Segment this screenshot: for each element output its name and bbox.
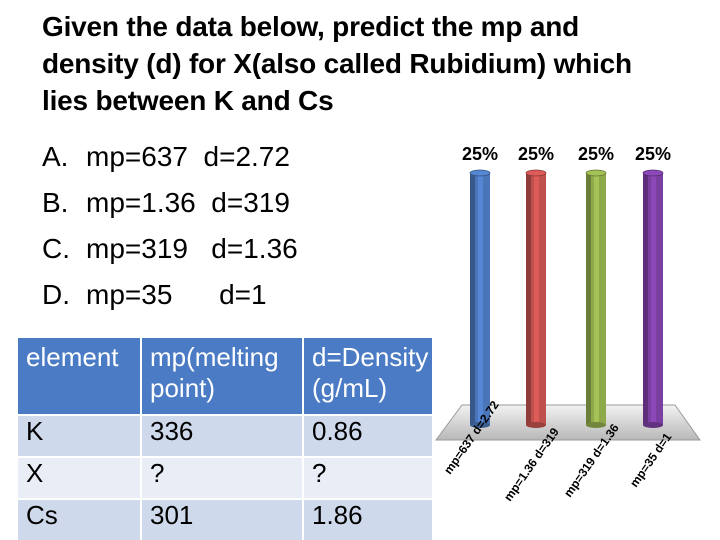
header-density: d=Density (g/mL) [302, 338, 432, 415]
option-letter: C. [42, 233, 70, 264]
data-table: element mp(melting point) d=Density (g/m… [18, 338, 432, 540]
bar-base [470, 422, 490, 428]
option-text: mp=319 d=1.36 [86, 233, 298, 264]
option-text: mp=637 d=2.72 [86, 141, 290, 172]
table-row: X ? ? [18, 456, 432, 499]
bar-top [525, 169, 547, 177]
table-cell: X [18, 456, 141, 499]
table-cell: K [18, 414, 141, 457]
bar-value-label: 25% [578, 144, 614, 164]
bar-highlight [478, 173, 483, 425]
bar-shadow [470, 173, 475, 425]
bar-highlight [651, 173, 656, 425]
bar-top [469, 169, 491, 177]
bar-top [642, 169, 664, 177]
table-cell: ? [302, 456, 432, 499]
response-bar-chart: 25% 25% 25% 25%mp=637 d=2.72 mp=1.36 d=319 mp… [435, 144, 701, 504]
bar-shadow [586, 173, 591, 425]
table-row: K 336 0.86 [18, 414, 432, 457]
option-letter: B. [42, 187, 69, 218]
option-letter: A. [42, 141, 69, 172]
table-cell: 0.86 [302, 414, 432, 457]
option-text: mp=35 d=1 [86, 279, 267, 310]
option-d[interactable]: D. mp=35 d=1 [42, 272, 298, 318]
header-element: element [18, 338, 141, 415]
bar-shadow [526, 173, 531, 425]
table-cell: 301 [140, 498, 303, 540]
table-cell: 1.86 [302, 498, 432, 540]
chart-layer: 25% 25% 25% 25%mp=637 d=2.72 mp=1.36 d=319 mp… [435, 144, 701, 504]
answer-options: A. mp=637 d=2.72 B. mp=1.36 d=319 C. mp=… [42, 134, 298, 318]
option-c[interactable]: C. mp=319 d=1.36 [42, 226, 298, 272]
bar-base [526, 422, 546, 428]
bar-value-label: 25% [635, 144, 671, 164]
question-line-3: lies between K and Cs [42, 85, 334, 116]
option-b[interactable]: B. mp=1.36 d=319 [42, 180, 298, 226]
bar-highlight [594, 173, 599, 425]
bar-shadow [643, 173, 648, 425]
bar-highlight [534, 173, 539, 425]
table-cell: 336 [140, 414, 303, 457]
table-cell: Cs [18, 498, 141, 540]
bar-base [586, 422, 606, 428]
table-cell: ? [140, 456, 303, 499]
table-header-row: element mp(melting point) d=Density (g/m… [18, 338, 432, 415]
bar-value-label: 25% [518, 144, 554, 164]
option-letter: D. [42, 279, 70, 310]
table-row: Cs 301 1.86 [18, 498, 432, 540]
bar-base [643, 422, 663, 428]
bar-value-label: 25% [462, 144, 498, 164]
question-text: Given the data below, predict the mp and… [42, 8, 672, 119]
question-line-2: density (d) for X(also called Rubidium) … [42, 48, 632, 79]
header-mp: mp(melting point) [140, 338, 303, 415]
question-line-1: Given the data below, predict the mp and [42, 11, 580, 42]
option-text: mp=1.36 d=319 [86, 187, 290, 218]
option-a[interactable]: A. mp=637 d=2.72 [42, 134, 298, 180]
bar-top [585, 169, 607, 177]
